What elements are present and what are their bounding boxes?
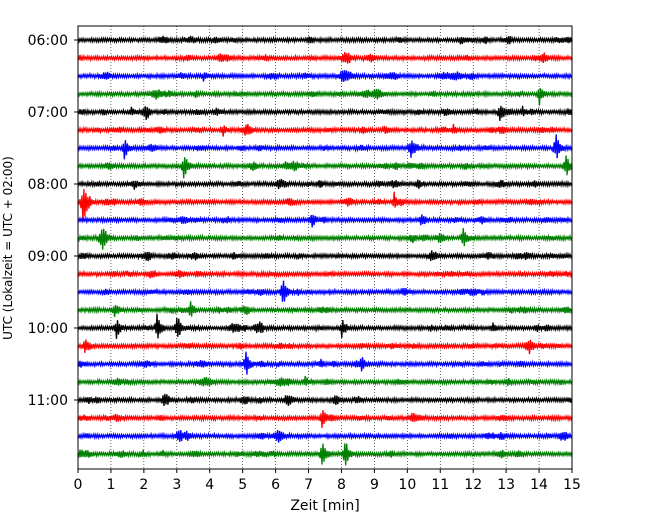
x-axis-label: Zeit [min] — [290, 498, 359, 514]
trace-1030 — [78, 351, 572, 375]
trace-1100 — [78, 393, 572, 407]
trace-1000 — [78, 313, 572, 339]
trace-0745 — [78, 155, 572, 179]
trace-1130 — [78, 429, 572, 443]
trace-0600 — [78, 35, 572, 45]
trace-0715 — [78, 123, 572, 137]
x-tick-label: 9 — [370, 477, 379, 493]
trace-0800 — [78, 178, 572, 190]
y-axis: 06:00 07:00 08:00 09:00 10:00 11:00 — [28, 33, 78, 409]
x-tick-label: 0 — [74, 477, 83, 493]
trace-0645 — [78, 88, 572, 106]
y-axis-label: UTC (Lokalzeit = UTC + 02:00) — [1, 156, 15, 340]
x-tick-label: 7 — [304, 477, 313, 493]
trace-0700 — [78, 105, 572, 122]
x-tick-label: 10 — [398, 477, 416, 493]
trace-0630 — [78, 70, 572, 82]
traces — [78, 35, 572, 466]
x-axis: 0 1 2 3 4 5 6 7 8 9 10 11 12 13 14 15 — [74, 469, 581, 493]
trace-0900 — [78, 250, 572, 262]
x-tick-label: 11 — [431, 477, 449, 493]
trace-0830 — [78, 214, 572, 228]
trace-0815 — [78, 189, 572, 223]
y-tick-label: 09:00 — [28, 249, 68, 265]
x-tick-label: 15 — [563, 477, 581, 493]
trace-1115 — [78, 410, 572, 428]
y-tick-label: 10:00 — [28, 321, 68, 337]
trace-1015 — [78, 339, 572, 355]
x-tick-label: 13 — [497, 477, 515, 493]
y-tick-label: 11:00 — [28, 393, 68, 409]
x-tick-label: 6 — [271, 477, 280, 493]
trace-0930 — [78, 280, 572, 302]
x-tick-label: 8 — [337, 477, 346, 493]
trace-0615 — [78, 52, 572, 64]
trace-0730 — [78, 134, 572, 160]
x-tick-label: 14 — [530, 477, 548, 493]
grid — [110, 26, 540, 469]
trace-0845 — [78, 228, 572, 250]
x-tick-label: 12 — [464, 477, 482, 493]
y-tick-label: 06:00 — [28, 33, 68, 49]
x-tick-label: 4 — [205, 477, 214, 493]
y-tick-label: 07:00 — [28, 105, 68, 121]
y-tick-label: 08:00 — [28, 177, 68, 193]
trace-1045 — [78, 375, 572, 387]
x-tick-label: 1 — [106, 477, 115, 493]
x-tick-label: 5 — [238, 477, 247, 493]
x-tick-label: 2 — [139, 477, 148, 493]
trace-1145 — [78, 443, 572, 466]
plot-frame — [77, 25, 573, 470]
trace-0915 — [78, 269, 572, 279]
trace-0945 — [78, 301, 572, 318]
x-tick-label: 3 — [172, 477, 181, 493]
